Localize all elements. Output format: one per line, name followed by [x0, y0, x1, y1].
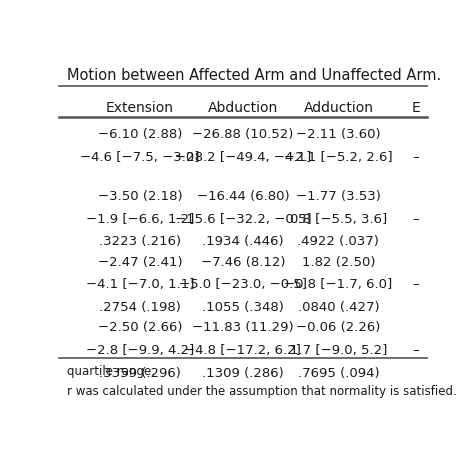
Text: −15.6 [−32.2, −0.5]: −15.6 [−32.2, −0.5]	[174, 213, 311, 226]
Text: .1309 (.286): .1309 (.286)	[202, 367, 284, 380]
Text: .4922 (.037): .4922 (.037)	[298, 236, 379, 248]
Text: −2.50 (2.66): −2.50 (2.66)	[98, 321, 182, 335]
Text: −2.11 (3.60): −2.11 (3.60)	[296, 128, 381, 141]
Text: quartile range.: quartile range.	[66, 365, 155, 378]
Text: −11.83 (11.29): −11.83 (11.29)	[192, 321, 294, 335]
Text: −4.6 [−7.5, −3.0]: −4.6 [−7.5, −3.0]	[80, 151, 200, 164]
Text: 1.7 [−9.0, 5.2]: 1.7 [−9.0, 5.2]	[290, 344, 387, 357]
Text: −1.9 [−6.6, 1.2]: −1.9 [−6.6, 1.2]	[86, 213, 194, 226]
Text: Adduction: Adduction	[303, 100, 374, 115]
Text: Motion between Affected Arm and Unaffected Arm.: Motion between Affected Arm and Unaffect…	[66, 68, 441, 83]
Text: −2.1 [−5.2, 2.6]: −2.1 [−5.2, 2.6]	[284, 151, 393, 164]
Text: −0.8 [−1.7, 6.0]: −0.8 [−1.7, 6.0]	[284, 278, 392, 292]
Text: −0.06 (2.26): −0.06 (2.26)	[296, 321, 381, 335]
Text: –: –	[412, 151, 419, 164]
Text: −16.44 (6.80): −16.44 (6.80)	[197, 190, 289, 203]
Text: −6.10 (2.88): −6.10 (2.88)	[98, 128, 182, 141]
Text: Extension: Extension	[106, 100, 174, 115]
Text: E: E	[411, 100, 420, 115]
Text: Abduction: Abduction	[208, 100, 278, 115]
Text: .1934 (.446): .1934 (.446)	[202, 236, 284, 248]
Text: −26.88 (10.52): −26.88 (10.52)	[192, 128, 293, 141]
Text: −28.2 [−49.4, −4.1]: −28.2 [−49.4, −4.1]	[175, 151, 311, 164]
Text: −3.50 (2.18): −3.50 (2.18)	[98, 190, 182, 203]
Text: .2754 (.198): .2754 (.198)	[99, 301, 181, 314]
Text: –: –	[412, 278, 419, 292]
Text: .1055 (.348): .1055 (.348)	[202, 301, 284, 314]
Text: 1.82 (2.50): 1.82 (2.50)	[301, 256, 375, 269]
Text: −4.1 [−7.0, 1.1]: −4.1 [−7.0, 1.1]	[86, 278, 194, 292]
Text: .3223 (.216): .3223 (.216)	[99, 236, 181, 248]
Text: −2.8 [−9.9, 4.2]: −2.8 [−9.9, 4.2]	[86, 344, 194, 357]
Text: .0840 (.427): .0840 (.427)	[298, 301, 379, 314]
Text: −4.8 [−17.2, 6.2]: −4.8 [−17.2, 6.2]	[184, 344, 301, 357]
Text: −7.46 (8.12): −7.46 (8.12)	[201, 256, 285, 269]
Text: 0.8 [−5.5, 3.6]: 0.8 [−5.5, 3.6]	[290, 213, 387, 226]
Text: .7695 (.094): .7695 (.094)	[298, 367, 379, 380]
Text: .3359 (.296): .3359 (.296)	[99, 367, 181, 380]
Text: −2.47 (2.41): −2.47 (2.41)	[98, 256, 182, 269]
Text: –: –	[412, 213, 419, 226]
Text: r was calculated under the assumption that normality is satisfied.: r was calculated under the assumption th…	[66, 385, 456, 398]
Text: −5.0 [−23.0, −0.5]: −5.0 [−23.0, −0.5]	[179, 278, 307, 292]
Text: –: –	[412, 344, 419, 357]
Text: −1.77 (3.53): −1.77 (3.53)	[296, 190, 381, 203]
